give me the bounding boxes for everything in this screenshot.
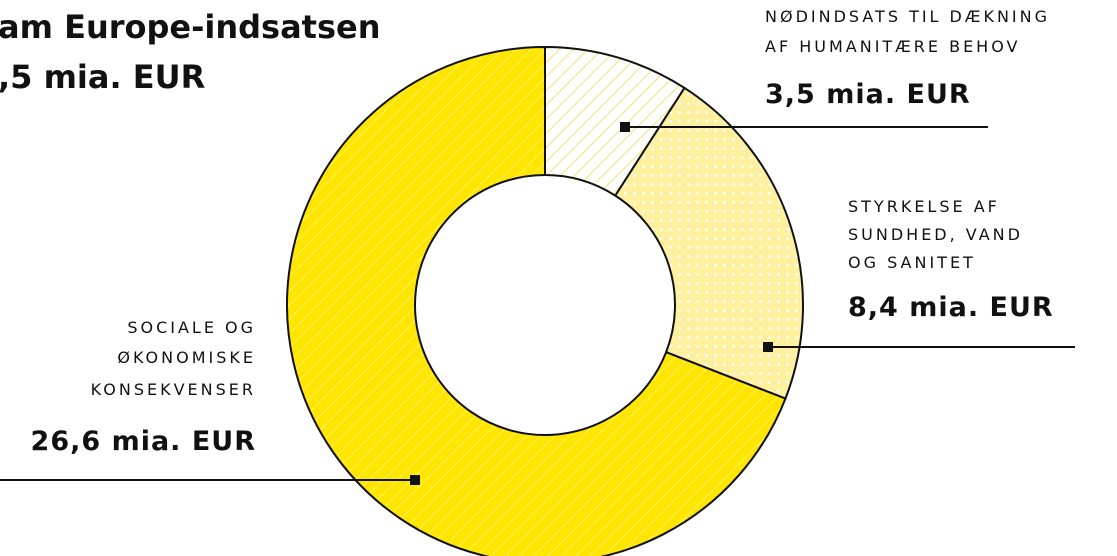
category-label: OG SANITET [848, 253, 976, 272]
value-label: 3,5 mia. EUR [765, 79, 971, 110]
leader-marker [410, 475, 420, 485]
chart-subtitle: ,5 mia. EUR [0, 58, 205, 96]
category-label: NØDINDSATS TIL DÆKNING [765, 7, 1050, 26]
category-label: KONSEKVENSER [91, 380, 256, 399]
leader-marker [763, 342, 773, 352]
donut-slice [286, 45, 787, 556]
category-label: SOCIALE OG [127, 318, 256, 337]
donut-slice [613, 86, 804, 400]
category-label: STYRKELSE AF [848, 197, 1000, 216]
value-label: 8,4 mia. EUR [848, 292, 1054, 323]
category-label: AF HUMANITÆRE BEHOV [765, 37, 1020, 56]
leader-marker [620, 122, 630, 132]
value-label: 26,6 mia. EUR [31, 426, 256, 457]
category-label: SUNDHED, VAND [848, 225, 1023, 244]
category-label: ØKONOMISKE [117, 348, 256, 367]
chart-title: am Europe-indsatsen [0, 8, 381, 46]
